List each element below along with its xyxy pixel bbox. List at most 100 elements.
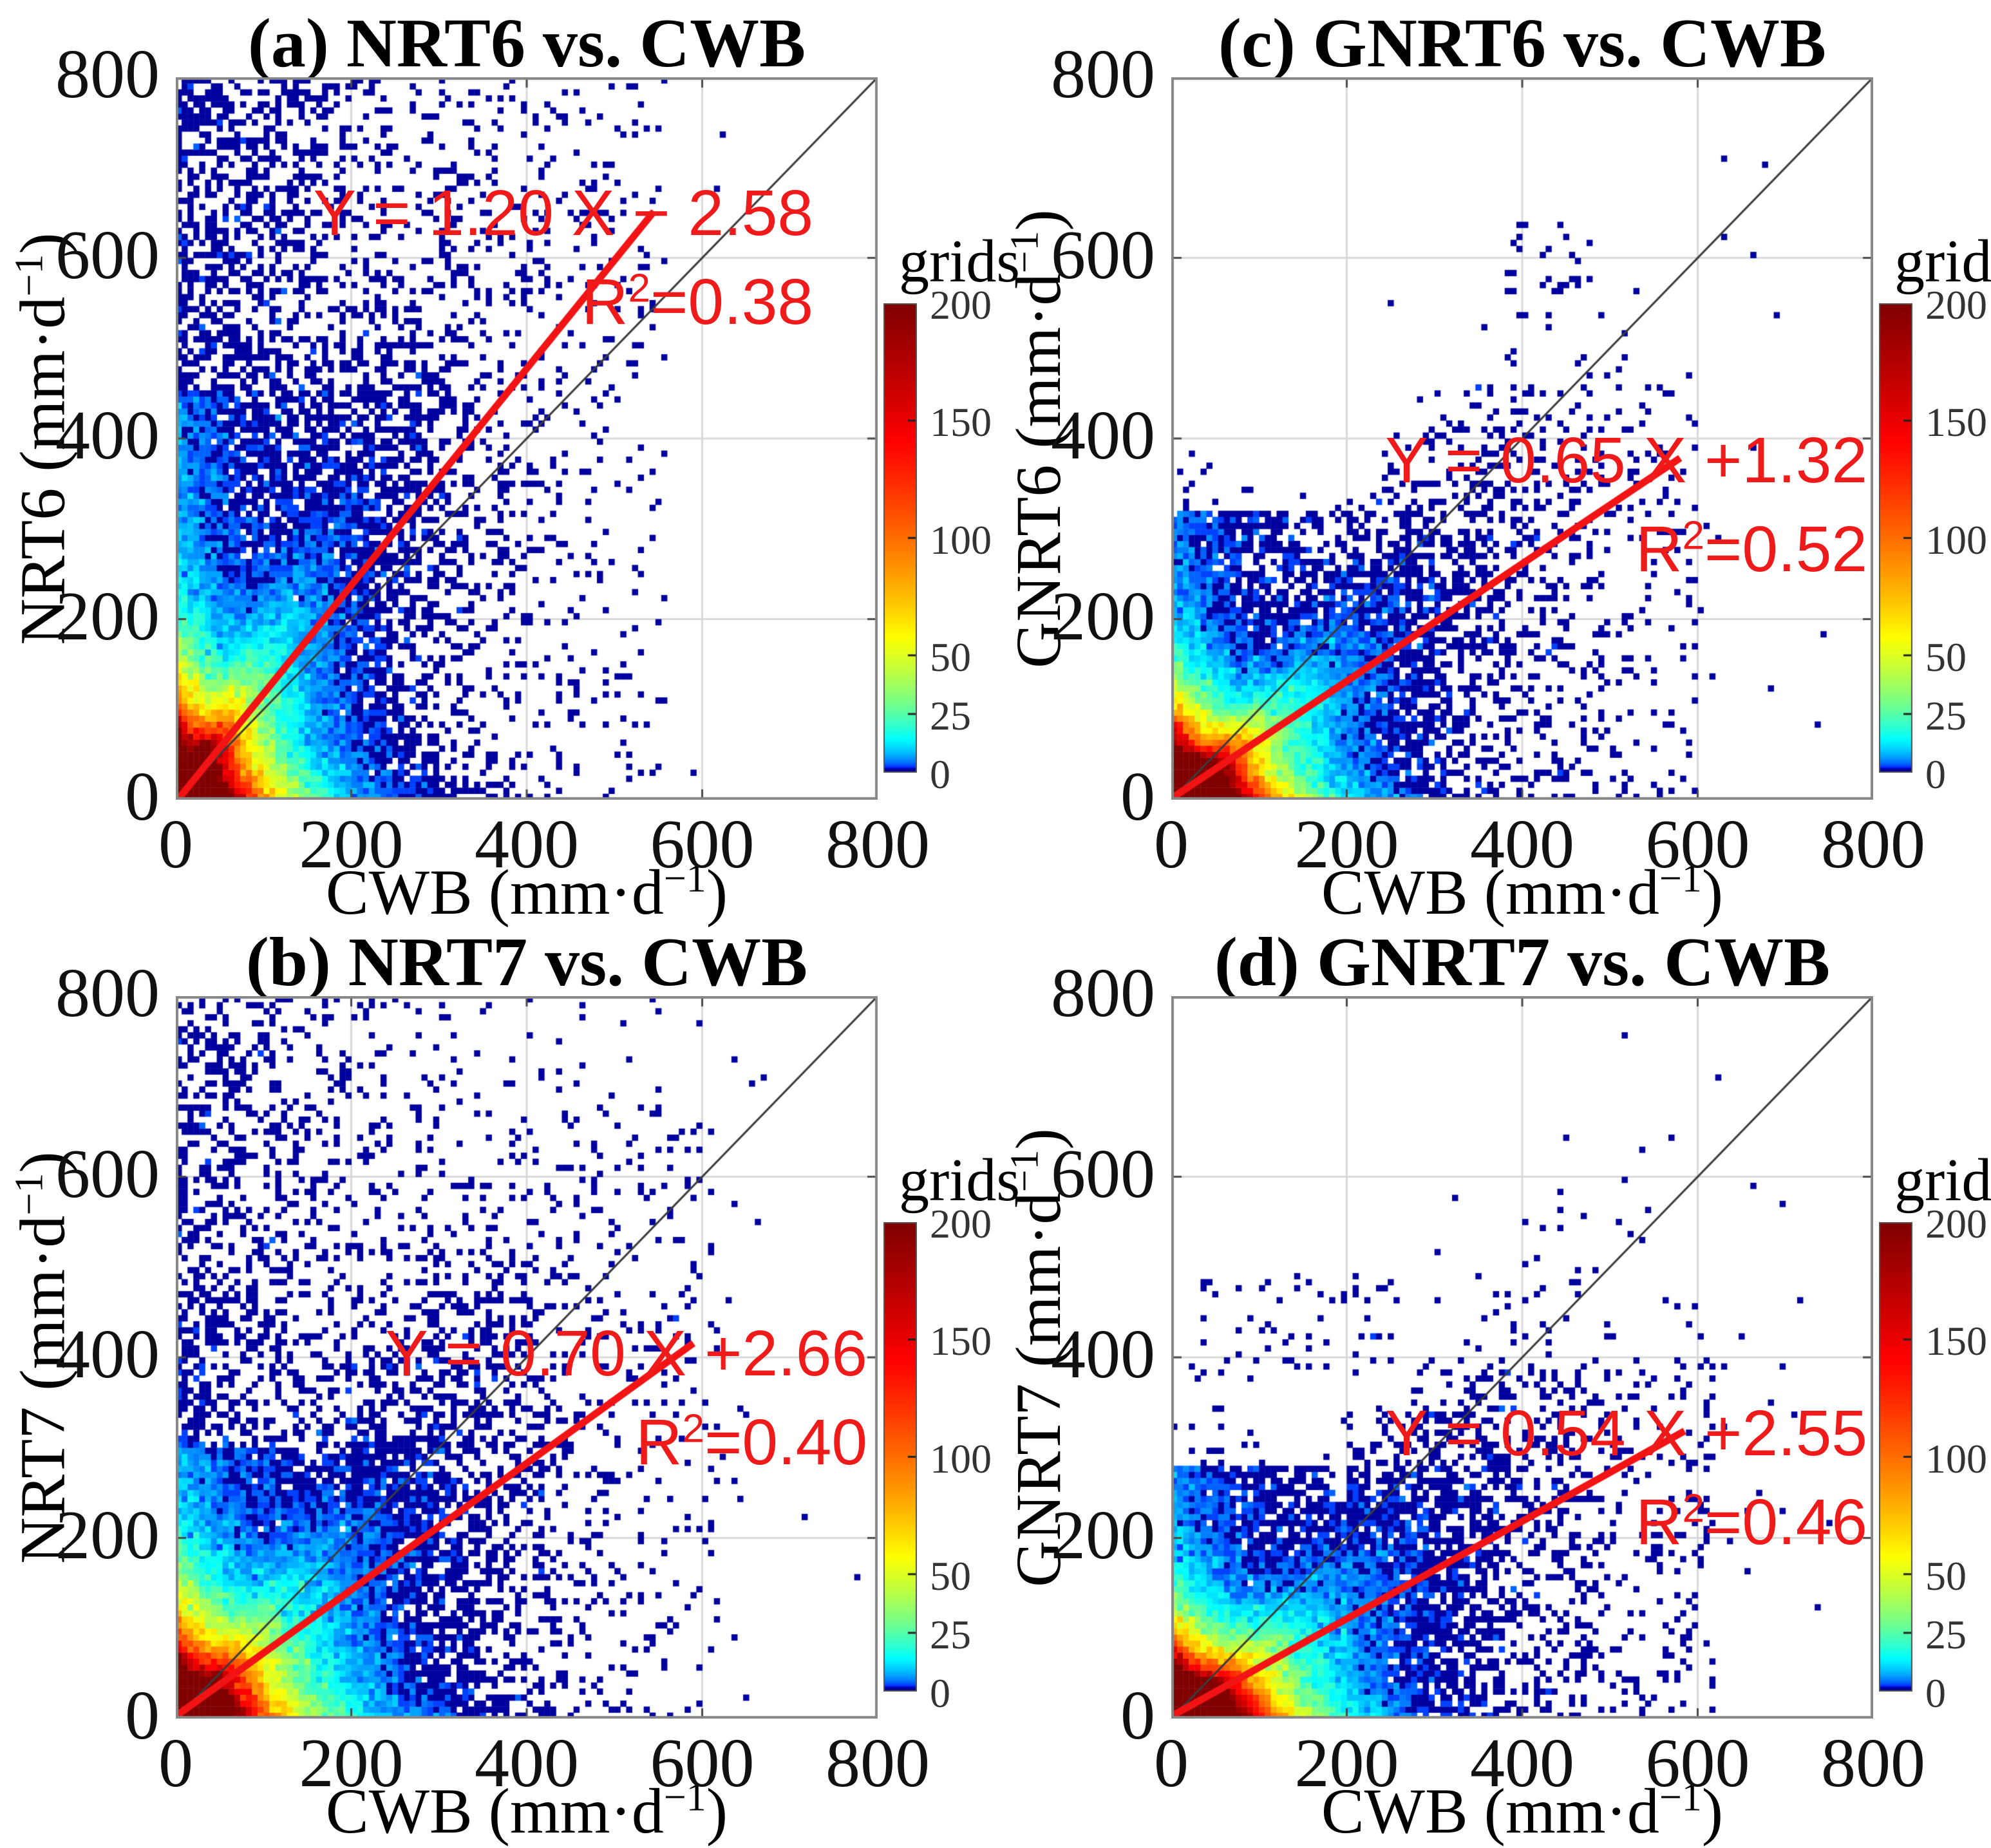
r2-line: R2=0.38: [581, 266, 813, 338]
panel-title: (d) GNRT7 vs. CWB: [1214, 924, 1831, 1001]
density-scatter-canvas: [176, 996, 878, 1719]
y-tick-label: 800: [55, 955, 160, 1032]
x-tick-label: 400: [475, 806, 579, 883]
panel-title: (a) NRT6 vs. CWB: [247, 5, 806, 82]
regression-equation: Y = 1.20 X − 2.58 R2=0.38: [313, 169, 813, 346]
x-tick-label: 800: [826, 1725, 930, 1802]
plot-area: [1171, 996, 1873, 1719]
x-tick-label: 400: [1470, 1725, 1574, 1802]
x-axis-label: CWB (mm·d−1): [1321, 1775, 1724, 1847]
colorbar-tick-label: 200: [1925, 282, 1987, 328]
y-tick-label: 200: [55, 578, 160, 655]
colorbar-tick-label: 50: [930, 634, 971, 680]
colorbar-tick-label: 100: [1925, 516, 1987, 563]
x-tick-label: 800: [1821, 1725, 1925, 1802]
colorbar-tick-label: 0: [930, 1670, 950, 1716]
y-tick-label: 200: [1051, 1496, 1155, 1574]
x-axis-label: CWB (mm·d−1): [325, 856, 728, 928]
colorbar-tick-label: 150: [1925, 399, 1987, 446]
y-tick-label: 200: [55, 1496, 160, 1574]
colorbar-tick-label: 25: [930, 692, 971, 739]
colorbar-tick-label: 0: [930, 751, 950, 797]
colorbar: [1879, 1222, 1912, 1692]
plot-area: [176, 996, 878, 1719]
density-scatter-canvas: [176, 77, 878, 800]
y-tick-label: 400: [55, 1316, 160, 1393]
panel-title: (c) GNRT6 vs. CWB: [1218, 5, 1827, 82]
panel-nrt7-vs-cwb: (b) NRT7 vs. CWB NRT7 (mm·d−1) Y = 0.70 …: [0, 919, 1020, 1847]
x-axis-label: CWB (mm·d−1): [325, 1775, 728, 1847]
colorbar-tick-label: 0: [1925, 751, 1946, 797]
equation-line: Y = 1.20 X − 2.58: [313, 177, 813, 249]
x-axis-label: CWB (mm·d−1): [1321, 856, 1724, 928]
x-tick-label: 0: [1154, 1725, 1189, 1802]
colorbar-tick-label: 100: [930, 516, 992, 563]
colorbar-tick-label: 150: [930, 399, 992, 446]
colorbar-title: grids: [899, 228, 1020, 295]
colorbar-tick-label: 200: [1925, 1201, 1987, 1247]
x-tick-label: 0: [158, 1725, 193, 1802]
y-tick-label: 600: [55, 216, 160, 294]
y-tick-label: 0: [1120, 759, 1155, 835]
x-tick-label: 200: [299, 1725, 404, 1802]
colorbar: [1879, 303, 1912, 773]
plot-area: [1171, 77, 1873, 800]
density-scatter-canvas: [1171, 77, 1873, 800]
x-tick-label: 0: [158, 806, 193, 883]
y-tick-label: 400: [55, 397, 160, 474]
colorbar-tick-label: 25: [930, 1611, 971, 1657]
x-tick-label: 200: [1294, 1725, 1399, 1802]
x-tick-label: 600: [1645, 1725, 1750, 1802]
y-tick-label: 800: [55, 36, 160, 113]
colorbar-tick-label: 150: [1925, 1318, 1987, 1364]
r2-line: R2=0.40: [636, 1406, 867, 1478]
plot-area: [176, 77, 878, 800]
colorbar: [883, 1222, 917, 1692]
colorbar-tick-label: 50: [1925, 1552, 1967, 1599]
y-tick-label: 200: [1051, 578, 1155, 655]
x-tick-label: 600: [1645, 806, 1750, 883]
y-tick-label: 0: [125, 1677, 160, 1754]
colorbar-tick-label: 100: [930, 1435, 992, 1482]
x-tick-label: 200: [1294, 806, 1399, 883]
colorbar-tick-label: 25: [1925, 1611, 1967, 1657]
regression-equation: Y = 0.65 X +1.32 R2=0.52: [1385, 416, 1867, 594]
colorbar-tick-label: 150: [930, 1318, 992, 1364]
colorbar-tick-label: 0: [1925, 1670, 1946, 1716]
x-tick-label: 0: [1154, 806, 1189, 883]
y-tick-label: 0: [1120, 1677, 1155, 1754]
panel-title: (b) NRT7 vs. CWB: [245, 924, 808, 1001]
y-tick-label: 600: [1051, 216, 1155, 294]
colorbar-title: grids: [1894, 228, 1991, 295]
colorbar-title: grids: [1894, 1147, 1991, 1214]
y-tick-label: 800: [1051, 36, 1155, 113]
y-tick-label: 600: [1051, 1135, 1155, 1212]
equation-line: Y = 0.54 X +2.55: [1385, 1397, 1867, 1469]
y-tick-label: 400: [1051, 397, 1155, 474]
x-tick-label: 600: [650, 1725, 755, 1802]
equation-line: Y = 0.65 X +1.32: [1385, 424, 1867, 496]
x-tick-label: 400: [1470, 806, 1574, 883]
colorbar-title: grids: [899, 1147, 1020, 1214]
y-tick-label: 600: [55, 1135, 160, 1212]
x-tick-label: 600: [650, 806, 755, 883]
colorbar-tick-label: 25: [1925, 692, 1967, 739]
equation-line: Y = 0.70 X +2.66: [385, 1317, 867, 1390]
colorbar-tick-label: 200: [930, 282, 992, 328]
regression-equation: Y = 0.70 X +2.66 R2=0.40: [385, 1309, 867, 1487]
x-tick-label: 800: [826, 806, 930, 883]
colorbar-tick-label: 50: [1925, 634, 1967, 680]
regression-equation: Y = 0.54 X +2.55 R2=0.46: [1385, 1389, 1867, 1567]
colorbar-tick-label: 200: [930, 1201, 992, 1247]
x-tick-label: 800: [1821, 806, 1925, 883]
y-tick-label: 400: [1051, 1316, 1155, 1393]
y-tick-label: 800: [1051, 955, 1155, 1032]
x-tick-label: 200: [299, 806, 404, 883]
r2-line: R2=0.46: [1636, 1486, 1867, 1558]
colorbar: [883, 303, 917, 773]
r2-line: R2=0.52: [1636, 513, 1867, 585]
panel-nrt6-vs-cwb: (a) NRT6 vs. CWB NRT6 (mm·d−1) Y = 1.20 …: [0, 0, 1020, 928]
x-tick-label: 400: [475, 1725, 579, 1802]
colorbar-tick-label: 50: [930, 1552, 971, 1599]
colorbar-tick-label: 100: [1925, 1435, 1987, 1482]
